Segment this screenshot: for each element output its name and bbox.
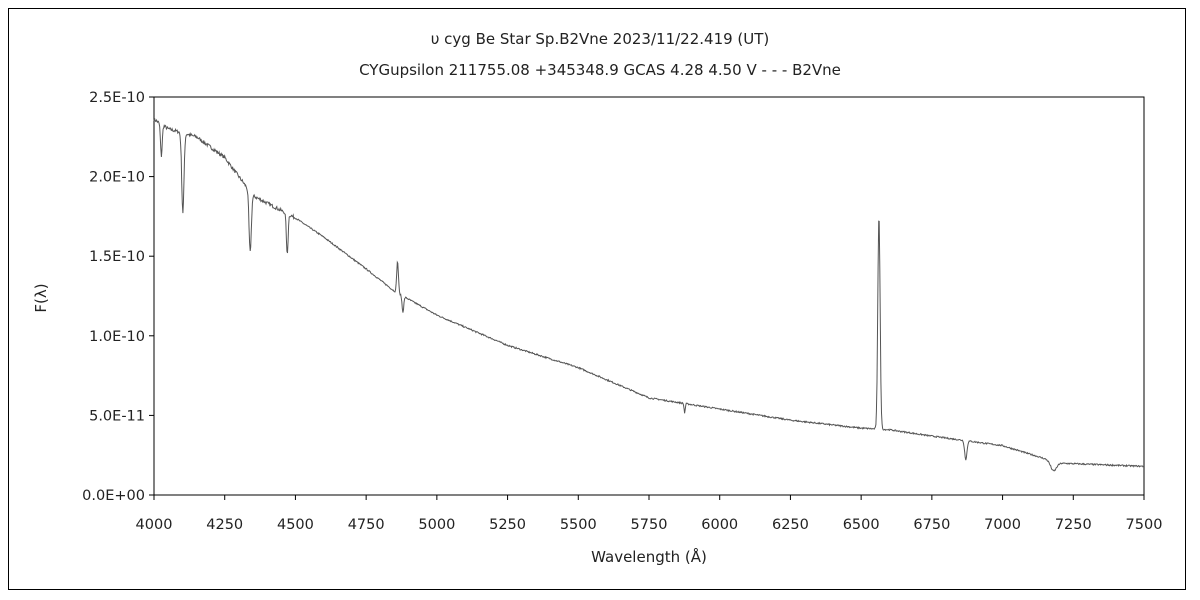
x-tick-label: 4750 — [348, 517, 385, 533]
spectrum-line — [153, 118, 1145, 472]
x-tick-label: 5250 — [489, 517, 526, 533]
axis-ticks: 4000 4250 4500 4750 5000 5250 5500 5750 6000 6250… — [82, 90, 1162, 533]
x-tick-label: 4000 — [136, 517, 173, 533]
y-tick-label: 1.5E-10 — [89, 249, 145, 265]
x-tick-label: 7000 — [984, 517, 1021, 533]
x-tick-label: 5000 — [418, 517, 455, 533]
chart-subtitle: CYGupsilon 211755.08 +345348.9 GCAS 4.28… — [359, 61, 841, 79]
x-tick-label: 6250 — [772, 517, 809, 533]
plot-area — [153, 96, 1145, 496]
y-tick-label: 0.0E+00 — [82, 488, 145, 504]
x-tick-label: 5500 — [560, 517, 597, 533]
x-tick-label: 4250 — [206, 517, 243, 533]
x-tick-label: 4500 — [277, 517, 314, 533]
chart-title: υ cyg Be Star Sp.B2Vne 2023/11/22.419 (U… — [431, 30, 770, 48]
y-tick-label: 5.0E-11 — [89, 408, 145, 424]
x-tick-label: 6500 — [843, 517, 880, 533]
y-tick-label: 2.0E-10 — [89, 170, 145, 186]
y-tick-label: 2.5E-10 — [89, 90, 145, 106]
spectrum-series — [153, 118, 1145, 472]
y-axis-label: F(λ) — [32, 283, 50, 312]
y-tick-label: 1.0E-10 — [89, 329, 145, 345]
x-axis-label: Wavelength (Å) — [591, 547, 707, 566]
x-tick-label: 7500 — [1126, 517, 1163, 533]
x-tick-label: 6000 — [701, 517, 738, 533]
x-tick-label: 6750 — [913, 517, 950, 533]
x-tick-label: 5750 — [631, 517, 668, 533]
chart-frame — [8, 8, 1186, 590]
x-tick-label: 7250 — [1055, 517, 1092, 533]
